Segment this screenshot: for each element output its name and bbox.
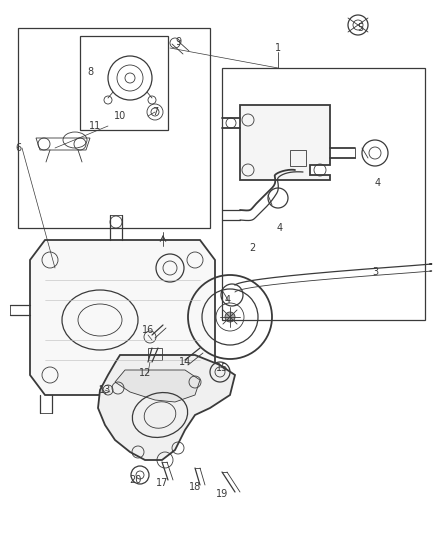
Text: 3: 3 bbox=[372, 267, 378, 277]
Polygon shape bbox=[98, 355, 235, 460]
Text: 19: 19 bbox=[216, 489, 228, 499]
Text: 2: 2 bbox=[249, 243, 255, 253]
Polygon shape bbox=[30, 240, 215, 395]
Polygon shape bbox=[240, 105, 330, 180]
Bar bbox=[18, 28, 210, 228]
Text: 14: 14 bbox=[179, 357, 191, 367]
Text: 15: 15 bbox=[216, 363, 228, 373]
Text: 4: 4 bbox=[225, 295, 231, 305]
Polygon shape bbox=[115, 370, 200, 402]
Bar bbox=[290, 150, 306, 166]
Text: 13: 13 bbox=[99, 385, 111, 395]
Text: 1: 1 bbox=[275, 43, 281, 53]
Text: 11: 11 bbox=[89, 121, 101, 131]
Bar bbox=[80, 36, 168, 130]
Text: 16: 16 bbox=[142, 325, 154, 335]
Text: 18: 18 bbox=[189, 482, 201, 492]
Text: 5: 5 bbox=[357, 23, 363, 33]
Text: 9: 9 bbox=[175, 37, 181, 47]
Text: 12: 12 bbox=[139, 368, 151, 378]
Text: 10: 10 bbox=[114, 111, 126, 121]
Text: 20: 20 bbox=[129, 475, 141, 485]
Text: 6: 6 bbox=[15, 143, 21, 153]
Text: 8: 8 bbox=[87, 67, 93, 77]
Text: 17: 17 bbox=[156, 478, 168, 488]
Circle shape bbox=[225, 312, 235, 322]
Text: 4: 4 bbox=[375, 178, 381, 188]
Bar bbox=[148, 348, 162, 360]
Text: 4: 4 bbox=[277, 223, 283, 233]
Text: 7: 7 bbox=[152, 107, 158, 117]
Bar bbox=[222, 68, 425, 320]
